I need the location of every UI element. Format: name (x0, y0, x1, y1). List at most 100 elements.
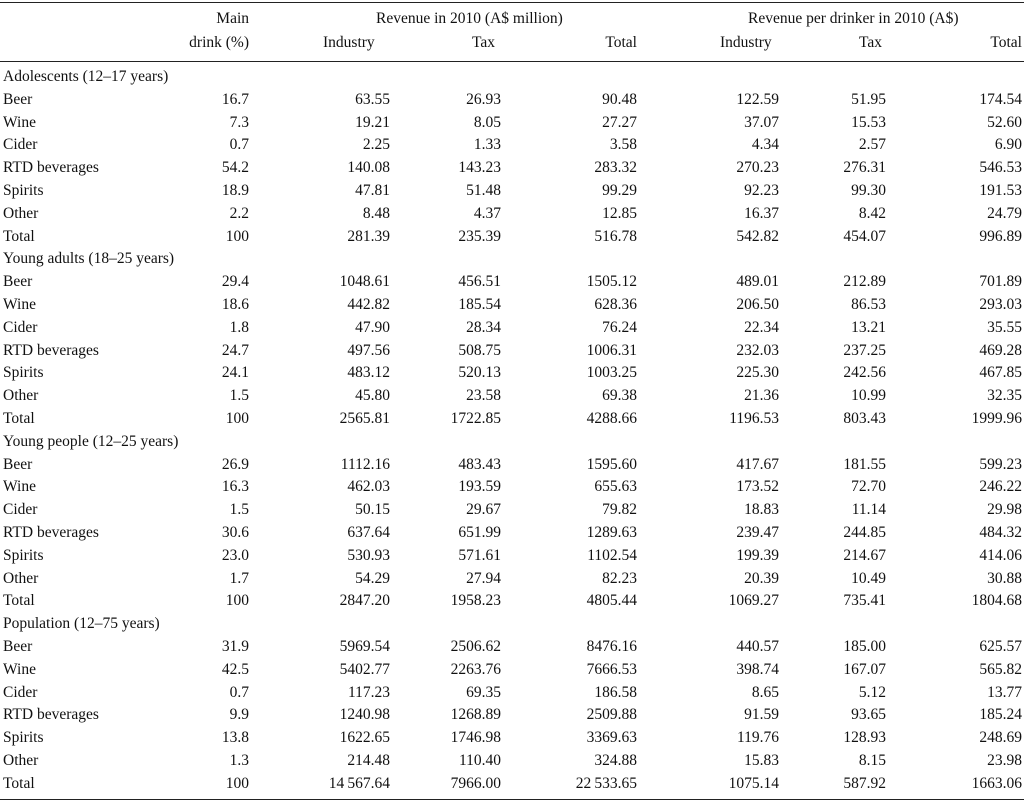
cell-total: 22 533.65 (575, 774, 637, 792)
cell-industry: 214.48 (347, 752, 390, 769)
table-row: Beer 29.4 1048.61 456.51 1505.12 489.01 212.89… (0, 271, 1024, 294)
cell-per-drinker-tax: 8.42 (858, 204, 886, 222)
cell-per-drinker-industry: 16.37 (744, 204, 779, 222)
header-per-drinker-tax: Tax (859, 34, 883, 51)
cell-total: 1003.25 (586, 364, 637, 382)
cell-total: 79.82 (602, 501, 637, 519)
cell-per-drinker-industry: 173.52 (736, 478, 779, 496)
cell-per-drinker-industry: 37.07 (744, 113, 779, 131)
cell-per-drinker-industry: 21.36 (744, 387, 779, 405)
row-label: Other (3, 387, 39, 405)
cell-per-drinker-total: 484.32 (979, 524, 1022, 541)
cell-tax: 27.94 (466, 569, 501, 587)
table-row: Total 100 2847.20 1958.23 4805.44 1069.27 735.… (0, 590, 1024, 613)
cell-per-drinker-industry: 122.59 (736, 90, 779, 108)
cell-per-drinker-industry: 232.03 (736, 341, 779, 359)
cell-per-drinker-total: 1999.96 (971, 410, 1022, 427)
cell-per-drinker-total: 469.28 (979, 341, 1022, 359)
cell-total: 324.88 (594, 752, 637, 769)
cell-tax: 1268.89 (450, 706, 501, 724)
row-label: Beer (3, 455, 33, 473)
cell-main-drink: 2.2 (229, 204, 249, 222)
cell-per-drinker-total: 565.82 (979, 660, 1022, 678)
cell-main-drink: 18.6 (221, 296, 249, 313)
cell-per-drinker-industry: 239.47 (736, 524, 779, 541)
cell-per-drinker-tax: 2.57 (858, 136, 886, 154)
table-row: Beer 31.9 5969.54 2506.62 8476.16 440.57 185.0… (0, 636, 1024, 659)
cell-per-drinker-industry: 22.34 (744, 318, 779, 336)
cell-per-drinker-tax: 11.14 (851, 501, 886, 519)
cell-total: 3.58 (609, 136, 637, 154)
cell-tax: 193.59 (458, 478, 501, 496)
cell-per-drinker-industry: 489.01 (736, 273, 779, 291)
cell-per-drinker-tax: 181.55 (843, 455, 886, 473)
header-per-drinker-group: Revenue per drinker in 2010 (A$) (748, 10, 959, 27)
row-label: Spirits (3, 182, 44, 199)
cell-main-drink: 16.7 (221, 90, 249, 108)
cell-per-drinker-tax: 454.07 (843, 227, 886, 245)
cell-total: 283.32 (594, 159, 637, 177)
table-row: Total 100 14 567.64 7966.00 22 533.65 1075.14… (0, 773, 1024, 796)
cell-industry: 1112.16 (340, 455, 390, 473)
cell-per-drinker-total: 467.85 (979, 364, 1022, 382)
cell-tax: 1746.98 (450, 729, 501, 747)
cell-total: 1289.63 (586, 524, 637, 541)
cell-main-drink: 23.0 (221, 546, 249, 564)
cell-total: 516.78 (594, 227, 637, 245)
row-label: Beer (3, 638, 33, 655)
cell-industry: 530.93 (347, 546, 390, 564)
cell-main-drink: 31.9 (221, 638, 249, 655)
cell-main-drink: 42.5 (221, 660, 249, 678)
cell-per-drinker-total: 185.24 (979, 706, 1022, 724)
cell-tax: 143.23 (458, 159, 501, 177)
row-label: Other (3, 752, 39, 769)
cell-per-drinker-total: 546.53 (979, 159, 1022, 177)
cell-main-drink: 9.9 (229, 706, 249, 724)
table-bottom-rule (0, 799, 1024, 800)
cell-per-drinker-total: 6.90 (994, 136, 1022, 154)
cell-per-drinker-industry: 20.39 (744, 569, 779, 587)
cell-per-drinker-tax: 212.89 (843, 273, 886, 291)
cell-per-drinker-tax: 86.53 (851, 296, 886, 313)
cell-per-drinker-total: 30.88 (987, 569, 1022, 587)
cell-per-drinker-total: 35.55 (987, 318, 1022, 336)
cell-industry: 54.29 (355, 569, 390, 587)
cell-tax: 456.51 (458, 273, 501, 291)
cell-industry: 1048.61 (339, 273, 390, 291)
table-row: Spirits 18.9 47.81 51.48 99.29 92.23 99.30 191.… (0, 180, 1024, 203)
cell-main-drink: 1.8 (229, 318, 249, 336)
table-row: RTD beverages 24.7 497.56 508.75 1006.31 232.… (0, 340, 1024, 363)
cell-per-drinker-total: 599.23 (979, 455, 1022, 473)
cell-industry: 47.81 (355, 182, 390, 199)
row-label: Wine (3, 296, 36, 313)
row-label: Total (3, 227, 35, 245)
cell-tax: 26.93 (466, 90, 501, 108)
cell-total: 1102.54 (587, 546, 637, 564)
cell-tax: 483.43 (458, 455, 501, 473)
cell-per-drinker-tax: 214.67 (843, 546, 886, 564)
cell-industry: 497.56 (347, 341, 390, 359)
table-row: Wine 18.6 442.82 185.54 628.36 206.50 86.53 293… (0, 294, 1024, 317)
cell-per-drinker-industry: 15.83 (744, 752, 779, 769)
cell-total: 628.36 (594, 296, 637, 313)
cell-per-drinker-total: 414.06 (979, 546, 1022, 564)
cell-per-drinker-tax: 244.85 (843, 524, 886, 541)
cell-per-drinker-total: 24.79 (987, 204, 1022, 222)
cell-tax: 2506.62 (450, 638, 501, 655)
cell-tax: 520.13 (458, 364, 501, 382)
table-row: RTD beverages 9.9 1240.98 1268.89 2509.88 91.… (0, 704, 1024, 727)
cell-industry: 483.12 (347, 364, 390, 382)
cell-per-drinker-total: 23.98 (987, 752, 1022, 769)
cell-total: 27.27 (602, 113, 637, 131)
cell-industry: 1240.98 (339, 706, 390, 724)
cell-industry: 5969.54 (339, 638, 390, 655)
cell-tax: 571.61 (458, 546, 501, 564)
table-row: Other 1.7 54.29 27.94 82.23 20.39 10.49 30.88 (0, 568, 1024, 591)
cell-per-drinker-industry: 119.76 (736, 729, 779, 747)
cell-total: 4805.44 (586, 592, 637, 610)
cell-per-drinker-tax: 128.93 (843, 729, 886, 747)
row-label: Beer (3, 273, 33, 291)
cell-per-drinker-total: 52.60 (987, 113, 1022, 131)
cell-total: 1595.60 (586, 455, 637, 473)
cell-total: 90.48 (602, 90, 637, 108)
